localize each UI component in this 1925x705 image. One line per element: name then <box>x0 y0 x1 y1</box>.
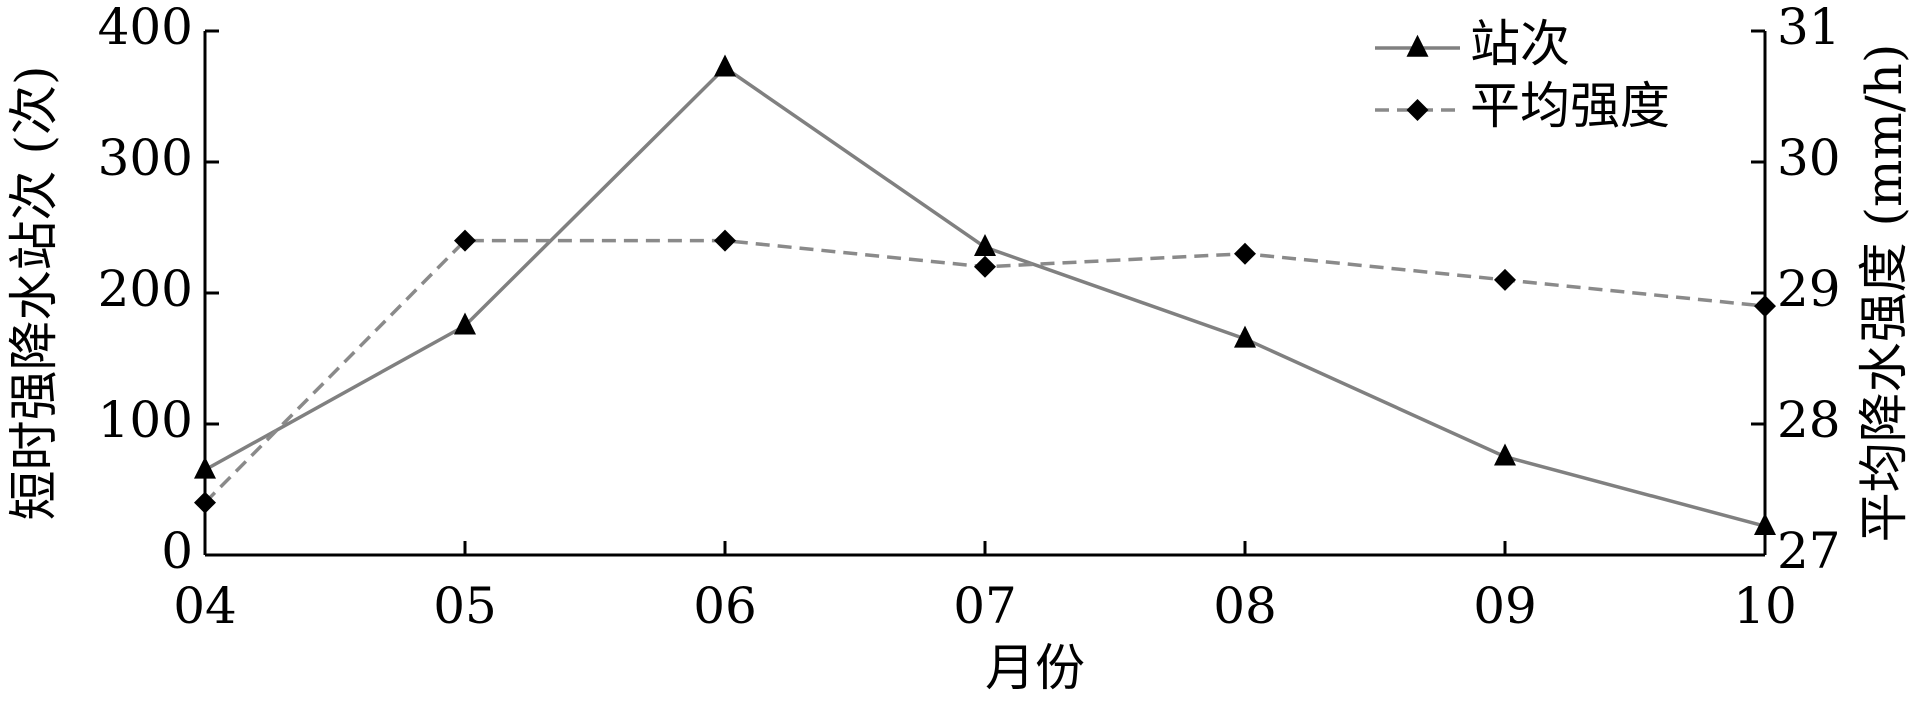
y-tick-label: 200 <box>98 260 193 318</box>
x-tick-label: 09 <box>1473 577 1537 635</box>
y2-tick-label: 28 <box>1777 391 1841 449</box>
y-tick-label: 400 <box>98 0 193 56</box>
series-line <box>204 65 1766 528</box>
y2-tick-label: 27 <box>1777 522 1841 580</box>
y2-tick-label: 31 <box>1777 0 1841 56</box>
series-marker <box>1234 325 1256 348</box>
series-marker <box>194 491 216 514</box>
series-marker <box>1494 443 1516 466</box>
y2-tick-label: 30 <box>1777 129 1841 187</box>
legend-label: 站次 <box>1470 15 1570 73</box>
y2-tick-label: 29 <box>1777 260 1841 318</box>
series-marker <box>1234 242 1256 265</box>
legend-label: 平均强度 <box>1470 77 1670 135</box>
series-marker <box>1754 512 1776 535</box>
y-tick-label: 0 <box>161 522 193 580</box>
series-marker <box>974 255 996 278</box>
x-tick-label: 07 <box>953 577 1017 635</box>
x-tick-label: 08 <box>1213 577 1277 635</box>
series-marker <box>454 312 476 335</box>
legend-marker <box>1406 99 1429 121</box>
x-axis-label: 月份 <box>985 639 1085 697</box>
x-tick-label: 05 <box>433 577 497 635</box>
series-marker <box>714 229 736 252</box>
series-marker <box>454 229 476 252</box>
y-axis-label: 短时强降水站次 (次) <box>5 66 63 521</box>
x-tick-label: 10 <box>1733 577 1797 635</box>
series-marker <box>714 54 736 77</box>
y-tick-label: 100 <box>98 391 193 449</box>
legend-marker <box>1406 34 1429 57</box>
y-tick-label: 300 <box>98 129 193 187</box>
x-tick-label: 06 <box>693 577 757 635</box>
series-marker <box>1754 295 1776 318</box>
y2-axis-label: 平均降水强度 (mm/h) <box>1855 44 1913 543</box>
series-marker <box>194 456 216 479</box>
series-marker <box>974 233 996 256</box>
series-marker <box>1494 268 1516 291</box>
x-tick-label: 04 <box>173 577 237 635</box>
